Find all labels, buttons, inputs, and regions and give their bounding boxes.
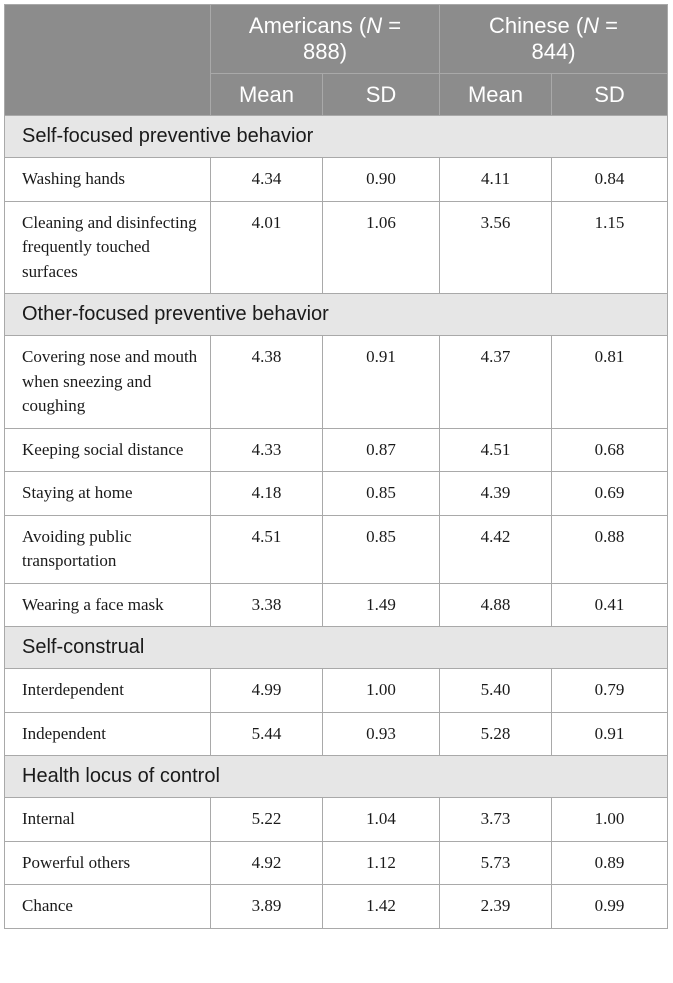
section-title: Health locus of control bbox=[3, 755, 669, 798]
mean-cell: 5.28 bbox=[439, 711, 553, 756]
section-title: Other-focused preventive behavior bbox=[3, 293, 669, 336]
mean-cell: 3.73 bbox=[439, 797, 553, 842]
row-label: Independent bbox=[4, 711, 211, 756]
sd-cell: 0.85 bbox=[321, 471, 441, 516]
sd-cell: 1.15 bbox=[551, 200, 669, 294]
sd-cell: 0.89 bbox=[551, 840, 669, 885]
mean-cell: 3.56 bbox=[439, 200, 553, 294]
sd-cell: 1.49 bbox=[321, 582, 441, 627]
n-label: N bbox=[366, 13, 383, 38]
row-label: Interdependent bbox=[4, 668, 211, 713]
section-title: Self-focused preventive behavior bbox=[3, 115, 669, 158]
sd-cell: 0.99 bbox=[551, 884, 669, 929]
group-header-americans: Americans (N = 888) bbox=[209, 4, 441, 74]
mean-cell: 4.51 bbox=[210, 514, 323, 584]
sd-cell: 0.81 bbox=[551, 335, 669, 429]
mean-cell: 4.39 bbox=[439, 471, 553, 516]
sd-cell: 0.84 bbox=[551, 157, 669, 202]
sd-cell: 0.41 bbox=[551, 582, 669, 627]
header-corner-cell bbox=[4, 4, 211, 116]
mean-cell: 5.22 bbox=[210, 797, 323, 842]
mean-cell: 4.11 bbox=[439, 157, 553, 202]
table-row: Wearing a face mask 3.38 1.49 4.88 0.41 bbox=[4, 582, 669, 627]
row-label: Washing hands bbox=[4, 157, 211, 202]
table-row: Powerful others 4.92 1.12 5.73 0.89 bbox=[4, 840, 669, 885]
sd-cell: 0.91 bbox=[551, 711, 669, 756]
section-title: Self-construal bbox=[3, 626, 669, 669]
mean-cell: 4.38 bbox=[210, 335, 323, 429]
table-row: Covering nose and mouth when sneezing an… bbox=[4, 335, 669, 429]
mean-cell: 4.88 bbox=[439, 582, 553, 627]
n-label: N bbox=[583, 13, 600, 38]
table-row: Washing hands 4.34 0.90 4.11 0.84 bbox=[4, 157, 669, 202]
table-row: Staying at home 4.18 0.85 4.39 0.69 bbox=[4, 471, 669, 516]
sd-cell: 0.87 bbox=[321, 427, 441, 472]
row-label: Internal bbox=[4, 797, 211, 842]
mean-cell: 2.39 bbox=[439, 884, 553, 929]
table-row: Keeping social distance 4.33 0.87 4.51 0.68 bbox=[4, 427, 669, 472]
row-label: Powerful others bbox=[4, 840, 211, 885]
row-label: Staying at home bbox=[4, 471, 211, 516]
mean-cell: 5.40 bbox=[439, 668, 553, 713]
table-row: Avoiding public transportation 4.51 0.85 4.… bbox=[4, 514, 669, 584]
row-label: Chance bbox=[4, 884, 211, 929]
subcol-header: Mean bbox=[439, 73, 553, 116]
sd-cell: 0.90 bbox=[321, 157, 441, 202]
table-row: Chance 3.89 1.42 2.39 0.99 bbox=[4, 884, 669, 929]
header-row-groups: Americans (N = 888) Chinese (N = 844) bbox=[4, 4, 669, 116]
mean-cell: 3.38 bbox=[210, 582, 323, 627]
mean-cell: 4.33 bbox=[210, 427, 323, 472]
sd-cell: 0.91 bbox=[321, 335, 441, 429]
sd-cell: 1.06 bbox=[321, 200, 441, 294]
subcol-header: SD bbox=[321, 73, 441, 116]
descriptive-statistics-table: Americans (N = 888) Chinese (N = 844) Mean… bbox=[3, 4, 669, 929]
header-row-stats: Mean SD Mean SD bbox=[5, 73, 669, 116]
section-row: Self-focused preventive behavior bbox=[3, 115, 669, 158]
row-label: Avoiding public transportation bbox=[4, 514, 211, 584]
table-row: Internal 5.22 1.04 3.73 1.00 bbox=[4, 797, 669, 842]
section-row: Self-construal bbox=[3, 626, 669, 669]
table-header: Americans (N = 888) Chinese (N = 844) Mean… bbox=[4, 4, 669, 116]
subcol-header: SD bbox=[551, 73, 669, 116]
table-row: Cleaning and disinfecting frequently tou… bbox=[4, 200, 669, 294]
mean-cell: 4.51 bbox=[439, 427, 553, 472]
sd-cell: 1.00 bbox=[551, 797, 669, 842]
row-label: Cleaning and disinfecting frequently tou… bbox=[4, 200, 211, 294]
mean-cell: 4.01 bbox=[210, 200, 323, 294]
table-row: Interdependent 4.99 1.00 5.40 0.79 bbox=[4, 668, 669, 713]
sd-cell: 0.88 bbox=[551, 514, 669, 584]
sd-cell: 1.42 bbox=[321, 884, 441, 929]
mean-cell: 4.18 bbox=[210, 471, 323, 516]
sd-cell: 0.79 bbox=[551, 668, 669, 713]
mean-cell: 4.34 bbox=[210, 157, 323, 202]
mean-cell: 4.99 bbox=[210, 668, 323, 713]
row-label: Covering nose and mouth when sneezing an… bbox=[4, 335, 211, 429]
row-label: Keeping social distance bbox=[4, 427, 211, 472]
mean-cell: 5.73 bbox=[439, 840, 553, 885]
section-row: Other-focused preventive behavior bbox=[3, 293, 669, 336]
n-value: 844 bbox=[531, 39, 569, 64]
mean-cell: 4.92 bbox=[210, 840, 323, 885]
section-row: Health locus of control bbox=[3, 755, 669, 798]
table-body: Self-focused preventive behavior Washing … bbox=[3, 115, 669, 929]
mean-cell: 4.37 bbox=[439, 335, 553, 429]
group-name: Chinese bbox=[489, 13, 570, 38]
mean-cell: 5.44 bbox=[210, 711, 323, 756]
sd-cell: 1.12 bbox=[321, 840, 441, 885]
n-value: 888 bbox=[302, 39, 340, 64]
group-name: Americans bbox=[248, 13, 353, 38]
sd-cell: 1.04 bbox=[321, 797, 441, 842]
sd-cell: 0.69 bbox=[551, 471, 669, 516]
row-label: Wearing a face mask bbox=[4, 582, 211, 627]
table-row: Independent 5.44 0.93 5.28 0.91 bbox=[4, 711, 669, 756]
group-header-chinese: Chinese (N = 844) bbox=[439, 4, 669, 74]
mean-cell: 3.89 bbox=[210, 884, 323, 929]
sd-cell: 0.68 bbox=[551, 427, 669, 472]
sd-cell: 0.93 bbox=[321, 711, 441, 756]
subcol-header: Mean bbox=[210, 73, 323, 116]
mean-cell: 4.42 bbox=[439, 514, 553, 584]
sd-cell: 0.85 bbox=[321, 514, 441, 584]
sd-cell: 1.00 bbox=[321, 668, 441, 713]
